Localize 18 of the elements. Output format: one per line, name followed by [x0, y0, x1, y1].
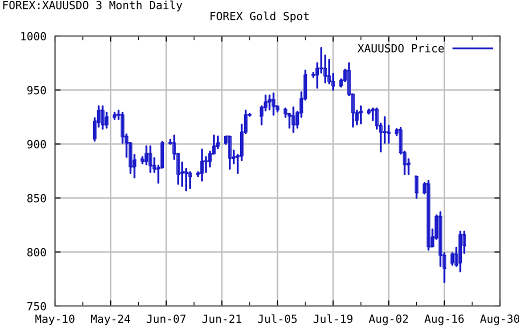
x-tick-label: May-10 — [35, 314, 74, 326]
legend-label: XAUUSDO Price — [358, 44, 444, 52]
x-tick-label: Jun-21 — [202, 314, 242, 323]
x-tick-label: Aug-16 — [424, 314, 464, 326]
chart-title: FOREX Gold Spot — [210, 12, 309, 22]
x-tick-label: Aug-30 — [480, 314, 519, 326]
chart-subtitle: FOREX:XAUUSDO 3 Month Daily — [3, 0, 182, 12]
x-tick-label: Jul-05 — [258, 314, 297, 323]
x-tick-label: Aug-02 — [368, 314, 408, 326]
x-tick-label: Jun-07 — [146, 314, 186, 323]
y-tick-label: 800 — [27, 248, 46, 256]
y-tick-label: 900 — [27, 140, 46, 148]
x-tick-label: Jul-19 — [314, 314, 352, 323]
y-tick-label: 750 — [27, 302, 46, 310]
y-tick-label: 1000 — [21, 32, 46, 40]
x-tick-label: May-24 — [91, 314, 130, 326]
y-tick-label: 950 — [27, 86, 46, 94]
y-tick-label: 850 — [27, 194, 46, 202]
